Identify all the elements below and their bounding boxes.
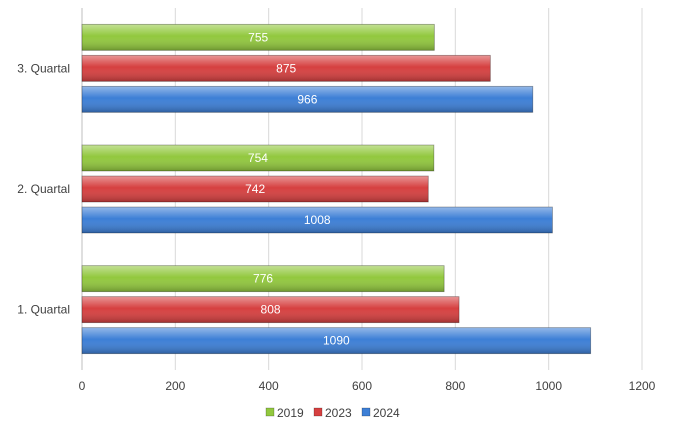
legend-swatch-2019 bbox=[265, 407, 275, 417]
legend: 2019 2023 2024 bbox=[265, 406, 400, 420]
bar-shine bbox=[81, 327, 592, 355]
x-tick-label: 1000 bbox=[535, 379, 562, 393]
y-category-label: 3. Quartal bbox=[17, 61, 70, 75]
bar-shine bbox=[81, 206, 553, 234]
legend-label-2019: 2019 bbox=[277, 406, 304, 420]
bar-shine bbox=[81, 144, 435, 172]
data-label: 966 bbox=[297, 92, 317, 106]
data-labels: 776 808 1090 754 742 1008 755 875 966 bbox=[245, 30, 350, 347]
y-category-label: 2. Quartal bbox=[17, 182, 70, 196]
bars bbox=[81, 23, 592, 355]
bar-shine bbox=[81, 265, 445, 293]
bar-shine bbox=[81, 85, 534, 113]
data-label: 1008 bbox=[304, 213, 331, 227]
x-tick-label: 0 bbox=[79, 379, 86, 393]
legend-swatch-2024 bbox=[361, 407, 371, 417]
y-category-label: 1. Quartal bbox=[17, 303, 70, 317]
data-label: 808 bbox=[261, 303, 281, 317]
bar-shine bbox=[81, 54, 491, 82]
data-label: 754 bbox=[248, 151, 268, 165]
x-tick-label: 800 bbox=[445, 379, 465, 393]
bar-shine bbox=[81, 23, 435, 51]
data-label: 755 bbox=[248, 30, 268, 44]
legend-swatch-2023 bbox=[313, 407, 323, 417]
x-tick-label: 600 bbox=[352, 379, 372, 393]
legend-label-2023: 2023 bbox=[325, 406, 352, 420]
data-label: 875 bbox=[276, 61, 296, 75]
x-tick-label: 400 bbox=[259, 379, 279, 393]
bar-shine bbox=[81, 175, 429, 203]
data-label: 776 bbox=[253, 272, 273, 286]
x-tick-label: 1200 bbox=[629, 379, 656, 393]
data-label: 742 bbox=[245, 182, 265, 196]
legend-label-2024: 2024 bbox=[373, 406, 400, 420]
x-tick-label: 200 bbox=[165, 379, 185, 393]
data-label: 1090 bbox=[323, 334, 350, 348]
bar-shine bbox=[81, 296, 460, 324]
